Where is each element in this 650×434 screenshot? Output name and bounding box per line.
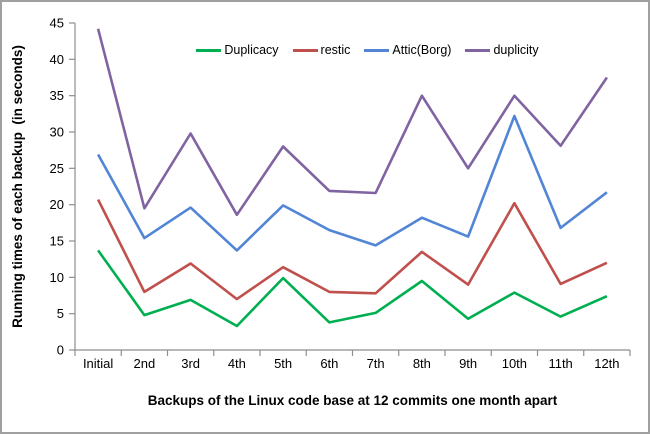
y-axis-tick-label: 30 xyxy=(50,125,64,140)
series-line-attic-borg- xyxy=(96,114,608,252)
x-axis-tick-label: Initial xyxy=(83,356,113,371)
x-axis-tick-label: 8th xyxy=(413,356,431,371)
x-axis-tick-label: 2nd xyxy=(134,356,156,371)
x-axis-tick-label: 11th xyxy=(548,356,572,371)
y-axis-tick-label: 35 xyxy=(50,88,64,103)
legend-label: restic xyxy=(320,43,351,57)
y-axis-tick-label: 20 xyxy=(50,197,64,212)
x-axis-tick-label: 12th xyxy=(594,356,619,371)
legend-item-attic-borg-: Attic(Borg) xyxy=(364,43,451,57)
legend-label: duplicity xyxy=(493,43,539,57)
x-axis-tick-label: 6th xyxy=(320,356,338,371)
y-axis-title-text: Running times of each backup (in seconds… xyxy=(9,45,25,328)
x-axis-tick-label: 5th xyxy=(274,356,292,371)
y-axis-tick-label: 25 xyxy=(50,161,64,176)
y-axis-tick-label: 10 xyxy=(50,270,64,285)
legend-item-restic: restic xyxy=(292,43,351,57)
x-axis-title: Backups of the Linux code base at 12 com… xyxy=(147,393,558,408)
x-axis-tick-label: 3rd xyxy=(181,356,200,371)
y-axis-tick-label: 15 xyxy=(50,234,64,249)
x-axis-tick-label: 7th xyxy=(367,356,385,371)
legend-item-duplicacy: Duplicacy xyxy=(196,43,279,57)
series-line-restic xyxy=(96,199,608,301)
x-axis-tick-label: 10th xyxy=(502,356,527,371)
legend-label: Duplicacy xyxy=(224,43,279,57)
legend-swatch-icon xyxy=(196,48,222,52)
chart-legend: Duplicacy restic Attic(Borg) duplicity xyxy=(90,42,645,58)
x-axis-tick-label: 9th xyxy=(459,356,477,371)
legend-swatch-icon xyxy=(465,48,491,52)
legend-swatch-icon xyxy=(364,48,390,52)
legend-label: Attic(Borg) xyxy=(392,43,452,57)
series-line-duplicacy xyxy=(97,249,608,328)
series-line-duplicity xyxy=(96,28,608,217)
y-axis-tick-label: 45 xyxy=(50,16,64,31)
y-axis-tick-label: 0 xyxy=(57,343,64,358)
y-axis-title: Running times of each backup (in seconds… xyxy=(6,23,28,350)
x-axis-tick-label: 4th xyxy=(228,356,246,371)
y-axis-tick-label: 40 xyxy=(50,52,64,67)
legend-swatch-icon xyxy=(292,48,318,52)
y-axis-tick-label: 5 xyxy=(57,306,64,321)
legend-item-duplicity: duplicity xyxy=(465,43,539,57)
